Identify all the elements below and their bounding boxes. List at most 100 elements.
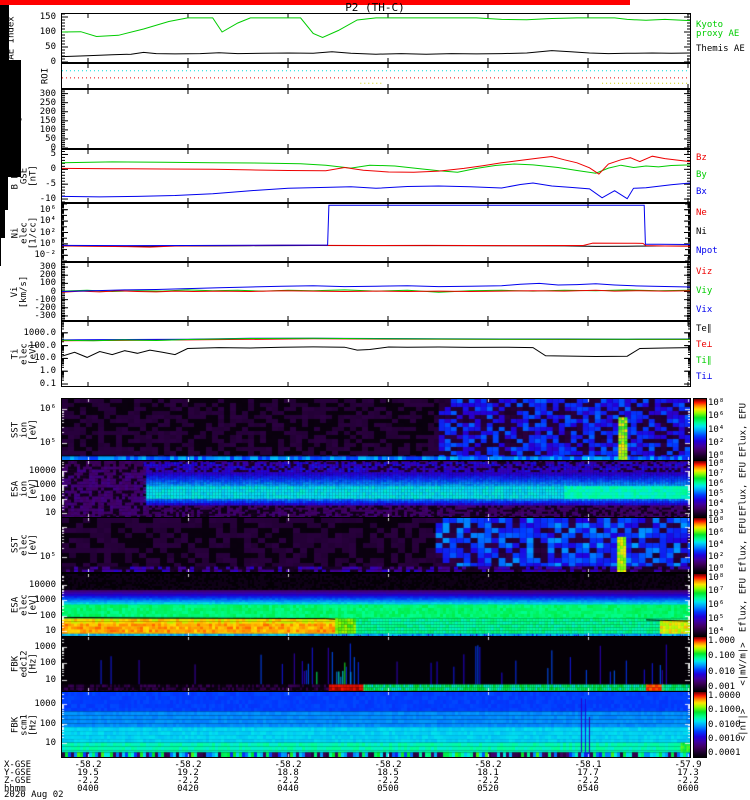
panel-keo (61, 89, 691, 149)
x-tick-mark (0, 254, 1, 258)
data-gap-bar (0, 60, 21, 115)
ytick-label-ti: 100.0 (28, 340, 56, 351)
colorbar-tick-esa_ion: 10⁴ (708, 499, 725, 510)
colorbar-title-sst_elec: Eflux, EFU (738, 517, 749, 573)
ytick-label-ni: 10⁶ (39, 204, 56, 215)
ytick-label-ni: 10⁻² (34, 250, 56, 261)
colorbar-gradient-esa_elec (694, 574, 706, 636)
colorbar-tick-fbk_e: 0.100 (708, 651, 736, 662)
ylabel-fbk_e: FBK edc12 [Hz] (10, 650, 39, 678)
colorbar-tick-esa_elec: 10⁷ (708, 586, 725, 597)
ytick-label-fbk_b: 10 (45, 738, 56, 749)
ylabel-keo: Keogram (12, 100, 23, 138)
plot-keo (62, 90, 690, 148)
colorbar-tick-sst_elec: 10⁰ (708, 563, 725, 574)
spectrogram-esa_elec (62, 574, 690, 636)
colorbar-tick-esa_ion: 10⁶ (708, 478, 725, 489)
ytick-label-fbk_b: 100 (39, 718, 56, 729)
colorbar-tick-fbk_b: 0.1000 (708, 705, 741, 716)
panel-fbk_e (61, 636, 691, 692)
axis-value-x-gse: -58.2 (374, 760, 402, 770)
series-themis-ae (62, 50, 690, 58)
spectrogram-fbk_e (62, 637, 690, 691)
legend-bz: Bz (696, 152, 707, 163)
axis-value-y-gse: 18.5 (377, 768, 399, 778)
series-ti-par (62, 337, 690, 342)
axis-value-y-gse: 17.7 (577, 768, 599, 778)
panel-sst_elec (61, 517, 691, 573)
axis-value-z-gse: -2.2 (277, 776, 299, 786)
ytick-label-ae: 0 (50, 57, 56, 67)
legend-ti-: Ti⊥ (696, 372, 713, 382)
legend-ni: Ni (696, 226, 707, 237)
ytick-label-esa_elec: 10 (45, 626, 56, 637)
colorbar-tick-sst_elec: 10² (708, 551, 725, 562)
legend-te-: Te∥ (696, 324, 712, 334)
axis-value-x-gse: -58.2 (274, 760, 302, 770)
ytick-label-ti: 10.0 (34, 353, 56, 364)
colorbar-title-fbk_b: <|nT|> (738, 708, 749, 741)
ylabel-roi: ROI (40, 67, 51, 85)
ytick-label-fbk_e: 1000 (34, 641, 56, 652)
colorbar-tick-sst_ion: 10⁸ (708, 397, 725, 408)
colorbar-esa_ion (693, 460, 707, 518)
axis-value-z-gse: -2.2 (477, 776, 499, 786)
ylabel-esa_elec: ESA elec [eV] (10, 594, 39, 616)
colorbar-tick-sst_elec: 10⁶ (708, 528, 725, 539)
axis-value-hhmm: 0520 (477, 784, 499, 794)
colorbar-tick-esa_ion: 10³ (708, 509, 725, 520)
ylabel-fbk_b: FBK scm1 [Hz] (10, 713, 39, 736)
ytick-label-sst_ion: 10⁵ (39, 437, 56, 448)
axis-value-y-gse: 19.5 (77, 768, 99, 778)
ytick-label-fbk_e: 100 (39, 658, 56, 669)
colorbar-gradient-fbk_e (694, 637, 706, 691)
axis-value-hhmm: 0500 (377, 784, 399, 794)
axis-value-x-gse: -58.2 (474, 760, 502, 770)
legend-viy: Viy (696, 285, 713, 296)
axis-value-z-gse: -2.2 (377, 776, 399, 786)
plot-vi (62, 263, 690, 320)
ytick-label-keo: 50 (45, 133, 56, 144)
colorbar-gradient-sst_ion (694, 399, 706, 460)
x-tick-mark (0, 250, 1, 254)
colorbar-tick-sst_elec: 10⁸ (708, 516, 725, 527)
ylabel-sst_elec: SST elec [eV] (10, 534, 39, 556)
ylabel-ti: Ti elec [eV] (10, 343, 39, 365)
ylabel-sst_ion: SST ion [eV] (10, 418, 39, 441)
ytick-label-ni: 10⁰ (39, 238, 56, 249)
legend-vix: Vix (696, 304, 713, 315)
axis-value-z-gse: -2.2 (77, 776, 99, 786)
spectrogram-esa_ion (62, 461, 690, 517)
ytick-label-ae: 150 (39, 12, 56, 22)
colorbar-tick-sst_ion: 10⁴ (708, 424, 725, 435)
plot-ae (62, 14, 690, 62)
x-tick-mark (0, 246, 1, 250)
legend-ne: Ne (696, 207, 707, 218)
axis-value-y-gse: 18.1 (477, 768, 499, 778)
ytick-label-vi: 300 (39, 262, 56, 273)
ytick-label-esa_elec: 1000 (34, 595, 56, 606)
axis-value-x-gse: -58.2 (74, 760, 102, 770)
x-tick-mark (0, 262, 1, 266)
ytick-label-vi: 200 (39, 270, 56, 281)
colorbar-title-fbk_e: <|mV/m|> (738, 642, 749, 686)
axis-value-y-gse: 18.8 (277, 768, 299, 778)
panel-vi (61, 262, 691, 321)
plot-roi (62, 64, 690, 88)
colorbar-tick-sst_ion: 10⁰ (708, 451, 725, 462)
ylabel-esa_ion: ESA ion [eV] (10, 478, 39, 500)
ytick-label-keo: 0 (50, 143, 56, 153)
colorbar-tick-fbk_b: 0.0100 (708, 719, 741, 730)
ytick-label-bfit: 5 (50, 149, 56, 160)
ytick-label-ti: 1.0 (39, 366, 56, 377)
ytick-label-vi: 0 (50, 286, 56, 297)
ytick-label-esa_ion: 100 (39, 493, 56, 504)
colorbar-tick-esa_ion: 10⁷ (708, 468, 725, 479)
legend-bx: Bx (696, 187, 707, 198)
roi-marker-bar (0, 0, 630, 5)
panel-ti (61, 321, 691, 387)
colorbar-tick-sst_ion: 10⁶ (708, 411, 725, 422)
axis-value-y-gse: 19.2 (177, 768, 199, 778)
colorbar-tick-esa_elec: 10⁶ (708, 600, 725, 610)
